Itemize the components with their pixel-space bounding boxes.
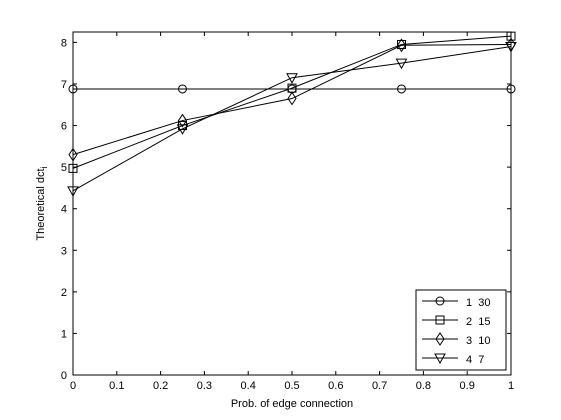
series-4-point [176,124,189,135]
legend-item: 1 30 [422,296,490,309]
series-3 [68,37,516,162]
x-tick-label: 0.5 [284,380,299,392]
x-tick-label: 0.8 [416,380,431,392]
y-tick-label: 5 [61,162,67,174]
series-3-point [177,113,188,128]
legend-box [415,289,507,371]
series-2-line [72,35,512,169]
legend-marker [435,296,445,306]
series-3-line [72,43,512,156]
series-3-point [287,91,297,106]
legend-item: 4 7 [422,353,484,366]
data-layer [67,31,517,197]
y-tick-label: 4 [61,204,67,216]
legend: 1 30 2 15 3 10 4 7 [415,289,507,371]
legend-label: 2 15 [466,316,490,328]
y-tick-label: 0 [61,370,67,382]
y-tick-label: 2 [61,287,67,299]
y-tick-label: 3 [61,245,67,257]
y-axis-label: Theoretical dcti [35,166,49,240]
series-4 [67,42,517,197]
y-tick-label: 1 [61,328,67,340]
x-tick-label: 0.2 [153,380,168,392]
series-3-point [396,38,407,53]
y-axis-label-main: Theoretical dct [35,168,47,240]
x-tick-label: 0 [70,380,76,392]
legend-label: 4 7 [466,354,484,366]
x-tick-label: 1 [508,380,514,392]
x-tick-label: 0.6 [328,380,343,392]
legend-label: 3 10 [466,335,490,347]
legend-item: 3 10 [422,332,490,347]
series-2 [68,31,516,173]
legend-label: 1 30 [466,297,490,309]
legend-item: 2 15 [422,315,490,328]
x-tick-label: 0.4 [241,380,256,392]
x-tick-label: 0.9 [460,380,475,392]
series-1-point [178,84,187,94]
x-tick-label: 0.3 [197,380,212,392]
legend-marker [435,315,445,325]
x-tick-label: 0.7 [372,380,387,392]
y-tick-label: 7 [61,79,67,91]
y-tick-label: 6 [61,121,67,133]
series-4-point [395,58,408,70]
x-tick-label: 0.1 [109,380,124,392]
legend-marker [435,332,445,346]
series-4-point [286,73,298,84]
series-4-line [72,46,512,192]
legend-marker [434,353,446,365]
y-axis-label-subscript: i [39,166,49,168]
axes-layer: 0 0.1 0.2 0.3 0.4 0.5 0.6 0.7 0.8 0.9 1 0 1 2 3 4 5 6 7 8 [61,32,514,392]
x-axis-label: Prob. of edge connection [231,398,353,410]
series-1-point [397,84,406,94]
y-tick-label: 8 [61,37,67,49]
series-2-point [178,121,187,131]
